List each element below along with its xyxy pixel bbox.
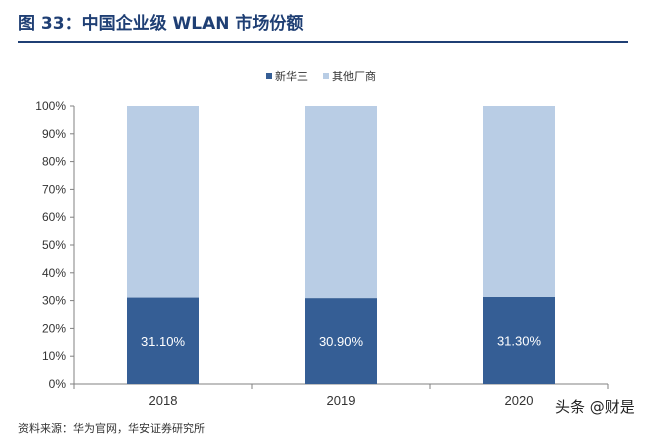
source-note: 资料来源：华为官网，华安证券研究所 [18,422,205,435]
y-tick-label: 60% [42,210,66,224]
y-tick-label: 10% [42,349,66,363]
legend-label: 新华三 [275,69,308,83]
y-tick-label: 20% [42,321,66,335]
y-tick-label: 80% [42,155,66,169]
x-tick-label: 2020 [505,393,534,408]
y-tick-label: 90% [42,127,66,141]
x-tick-label: 2019 [327,393,356,408]
watermark: 头条 @财是 [555,398,635,416]
legend-swatch [323,73,329,79]
y-tick-label: 100% [35,99,66,113]
title-divider [18,41,628,43]
y-tick-label: 40% [42,266,66,280]
data-label: 31.10% [141,334,186,349]
y-tick-label: 50% [42,238,66,252]
bar-h3c-2019 [305,298,377,384]
y-tick-label: 0% [49,377,67,391]
bar-h3c-2020 [483,296,555,384]
bar-others-2018 [127,106,199,298]
legend-swatch [266,73,272,79]
y-tick-label: 30% [42,294,66,308]
bar-others-2020 [483,106,555,297]
y-tick-label: 70% [42,182,66,196]
data-label: 31.30% [497,333,542,348]
bar-others-2019 [305,106,377,299]
legend-label: 其他厂商 [332,69,376,83]
x-tick-label: 2018 [149,393,178,408]
bar-h3c-2018 [127,297,199,384]
data-label: 30.90% [319,334,364,349]
figure-title: 图 33：中国企业级 WLAN 市场份额 [18,14,304,34]
